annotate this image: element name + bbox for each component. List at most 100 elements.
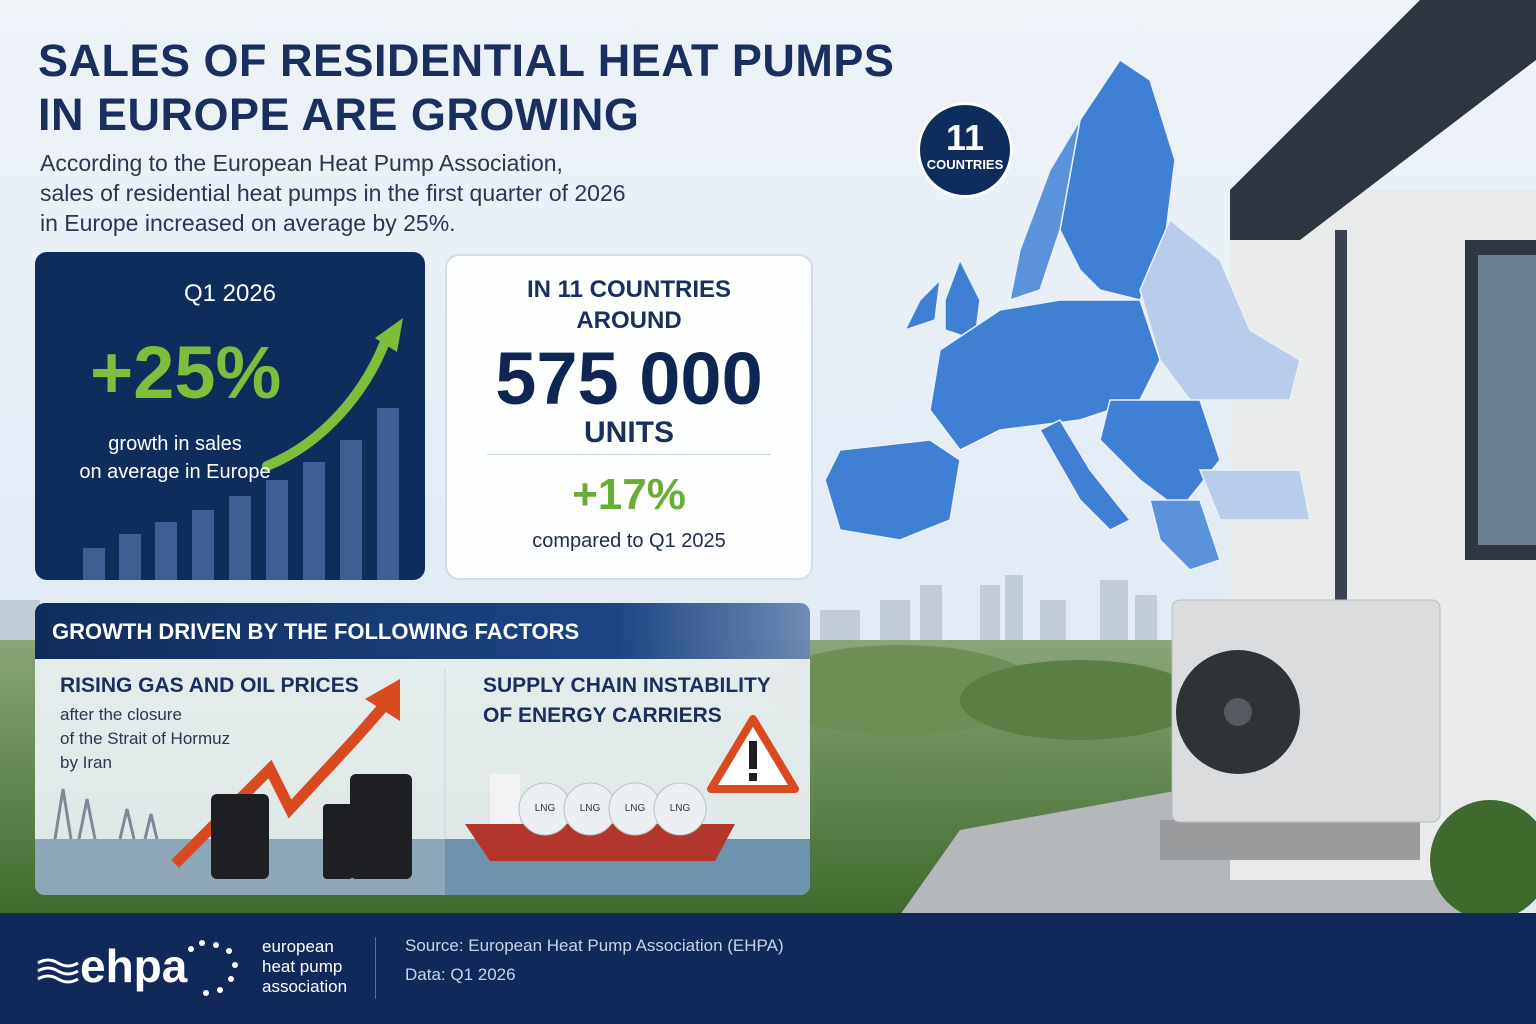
europe-map-part xyxy=(1059,58,1176,301)
growth-period: Q1 2026 xyxy=(183,280,277,307)
logo-stars-part xyxy=(232,962,238,968)
logo-stars-part xyxy=(226,948,232,954)
growth-graphic xyxy=(83,318,403,580)
growth-bars-part xyxy=(229,496,251,580)
subtitle: According to the European Heat Pump Asso… xyxy=(40,148,626,238)
growth-bars-part xyxy=(83,548,105,580)
factor-text: after the closure of the Strait of Hormu… xyxy=(60,703,230,775)
europe-map xyxy=(824,58,1311,571)
heading-line: IN 11 COUNTRIES xyxy=(526,276,732,303)
europe-map-part xyxy=(903,277,942,332)
title-line: SALES OF RESIDENTIAL HEAT PUMPS xyxy=(38,35,895,86)
roof xyxy=(1230,0,1536,240)
city-skyline-part xyxy=(1005,575,1023,660)
units-card: IN 11 COUNTRIES AROUND 575 000 UNITS +17… xyxy=(445,254,813,580)
caption-line: growth in sales xyxy=(108,433,242,455)
growth-bars-part xyxy=(303,462,325,580)
trees xyxy=(960,660,1200,740)
price-arrowhead xyxy=(365,679,400,721)
factor-title-line: OF ENERGY CARRIERS xyxy=(483,704,722,727)
ship-label: LNG xyxy=(535,803,556,814)
ship-label: LNG xyxy=(625,803,646,814)
divider xyxy=(487,454,771,455)
factors-header: GROWTH DRIVEN BY THE FOLLOWING FACTORS xyxy=(35,603,810,659)
caption-line: on average in Europe xyxy=(79,461,271,483)
org-name-line: european xyxy=(262,937,334,956)
ship-label: LNG xyxy=(580,803,601,814)
factors-heading: GROWTH DRIVEN BY THE FOLLOWING FACTORS xyxy=(52,619,580,644)
window-glass xyxy=(1478,255,1536,545)
lng-labels: LNG LNG LNG LNG xyxy=(535,803,691,814)
lng-tanks-part xyxy=(653,782,707,836)
logo-graphic xyxy=(37,940,238,996)
badge-number: 11 xyxy=(945,117,985,158)
europe-map-part xyxy=(824,439,961,541)
oil-rigs xyxy=(53,788,159,840)
logo-text: ehpa xyxy=(80,940,188,992)
warning-mark xyxy=(749,741,757,769)
factor-title-line: SUPPLY CHAIN INSTABILITY xyxy=(483,674,771,697)
logo-stars-part xyxy=(199,940,205,946)
lng-tanks xyxy=(518,782,707,836)
ship-hull xyxy=(465,824,735,861)
downpipe xyxy=(1335,230,1347,650)
growth-bars-part xyxy=(266,480,288,580)
logo-waves xyxy=(37,958,79,984)
ship-bridge xyxy=(490,774,520,824)
logo-stars-part xyxy=(217,987,223,993)
pump-base xyxy=(1160,820,1420,860)
factor-text-line: by Iran xyxy=(60,753,112,772)
logo-stars-part xyxy=(203,990,209,996)
oil-barrels-part xyxy=(323,804,353,879)
subtitle-line: According to the European Heat Pump Asso… xyxy=(40,150,563,176)
growth-arrowhead xyxy=(375,318,403,352)
factor-title: SUPPLY CHAIN INSTABILITY OF ENERGY CARRI… xyxy=(483,671,771,731)
logo-stars-part xyxy=(213,942,219,948)
europe-map-part xyxy=(1149,499,1221,571)
heading-line: AROUND xyxy=(576,307,682,334)
growth-bars-part xyxy=(119,534,141,580)
logo-stars xyxy=(188,940,238,996)
growth-value: +25% xyxy=(90,331,282,414)
source: Source: European Heat Pump Association (… xyxy=(405,936,784,955)
factor-text-line: after the closure xyxy=(60,705,182,724)
heat-pump-hub xyxy=(1224,698,1252,726)
units-heading: IN 11 COUNTRIES AROUND xyxy=(447,274,811,336)
oil-rigs-part xyxy=(53,788,159,840)
logo-stars-part xyxy=(228,976,234,982)
org-name: european heat pump association xyxy=(262,937,347,997)
logo-stars-part xyxy=(188,946,194,952)
factors-panel: GROWTH DRIVEN BY THE FOLLOWING FACTORS L… xyxy=(35,603,810,895)
growth-caption: growth in sales on average in Europe xyxy=(60,430,290,486)
ship-label: LNG xyxy=(670,803,691,814)
oil-barrels-part xyxy=(350,774,412,879)
growth-bars-part xyxy=(192,510,214,580)
subtitle-line: in Europe increased on average by 25%. xyxy=(40,210,456,236)
factor-title: RISING GAS AND OIL PRICES xyxy=(60,671,359,701)
logo-waves-part xyxy=(37,974,79,984)
europe-map-part xyxy=(1009,119,1081,302)
title-line: IN EUROPE ARE GROWING xyxy=(38,89,640,140)
footer-divider xyxy=(375,937,376,999)
badge-label: COUNTRIES xyxy=(926,157,1004,172)
growth-bars-part xyxy=(340,440,362,580)
footer: ehpa european heat pump association Sour… xyxy=(0,913,1536,1024)
growth-card: Q1 2026 +25% growth in sales on average … xyxy=(35,252,425,580)
logo-waves-part xyxy=(37,966,79,976)
org-name-line: association xyxy=(262,977,348,996)
org-name-line: heat pump xyxy=(262,957,343,976)
europe-map-part xyxy=(1198,469,1311,521)
units-comparison: compared to Q1 2025 xyxy=(532,530,726,552)
units-value: 575 000 xyxy=(495,337,763,420)
map-badge: 11 COUNTRIES xyxy=(917,102,1013,198)
title: SALES OF RESIDENTIAL HEAT PUMPS IN EUROP… xyxy=(38,34,894,142)
units-change: +17% xyxy=(572,470,686,519)
growth-arrow xyxy=(262,337,390,471)
oil-barrels-part xyxy=(211,794,269,879)
logo-waves-part xyxy=(37,958,79,968)
europe-map-part xyxy=(1139,218,1301,401)
growth-bars-part xyxy=(155,522,177,580)
europe-map-part xyxy=(944,258,981,342)
warning-mark xyxy=(749,773,757,781)
